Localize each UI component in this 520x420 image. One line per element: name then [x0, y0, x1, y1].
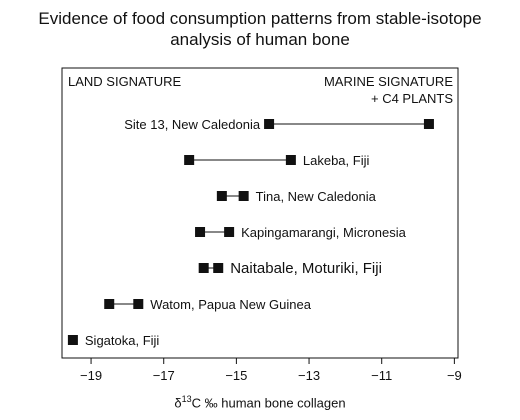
range-min-marker — [216, 191, 227, 201]
chart-title-line-1: Evidence of food consumption patterns fr… — [38, 9, 482, 28]
range-max-marker — [133, 299, 144, 309]
site-label: Kapingamarangi, Micronesia — [241, 225, 407, 240]
range-max-marker — [213, 263, 224, 273]
range-min-marker — [104, 299, 115, 309]
site-range: Site 13, New Caledonia — [124, 117, 434, 132]
c4-plants-label: + C4 PLANTS — [371, 91, 453, 106]
site-range: Kapingamarangi, Micronesia — [195, 225, 407, 240]
x-tick-label: −15 — [225, 368, 247, 383]
range-max-marker — [238, 191, 249, 201]
x-axis-label-superscript: 13 — [181, 394, 192, 404]
marine-signature-label: MARINE SIGNATURE — [324, 74, 453, 89]
x-tick-label: −13 — [298, 368, 320, 383]
site-label: Watom, Papua New Guinea — [150, 297, 311, 312]
range-min-marker — [184, 155, 195, 165]
chart-title-line-2: analysis of human bone — [170, 30, 350, 49]
site-label: Tina, New Caledonia — [256, 189, 377, 204]
site-range: Naitabale, Moturiki, Fiji — [198, 260, 382, 277]
range-max-marker — [285, 155, 296, 165]
x-axis-ticks: −19 −17 −15 −13 −11 −9 — [80, 358, 462, 383]
plot-frame — [61, 67, 459, 359]
site-range: Lakeba, Fiji — [184, 153, 369, 168]
site-ranges: Site 13, New Caledonia Lakeba, Fiji Tina, … — [67, 117, 434, 348]
chart-title: Evidence of food consumption patterns fr… — [0, 8, 520, 50]
site-range: Sigatoka, Fiji — [67, 333, 160, 348]
x-tick-label: −9 — [447, 368, 462, 383]
range-min-marker — [67, 335, 78, 345]
range-min-marker — [198, 263, 209, 273]
site-range: Tina, New Caledonia — [216, 189, 377, 204]
land-signature-label: LAND SIGNATURE — [68, 74, 181, 89]
x-axis-label-delta: δ — [174, 395, 182, 411]
site-label: Lakeba, Fiji — [303, 153, 370, 168]
site-label: Naitabale, Moturiki, Fiji — [230, 260, 382, 277]
site-label: Sigatoka, Fiji — [85, 333, 160, 348]
site-label: Site 13, New Caledonia — [124, 117, 261, 132]
range-max-marker — [423, 119, 434, 129]
x-axis-label: δ13C ‰ human bone collagen — [0, 394, 520, 410]
site-range: Watom, Papua New Guinea — [104, 297, 312, 312]
range-min-marker — [264, 119, 275, 129]
range-max-marker — [224, 227, 235, 237]
x-axis-label-text: C ‰ human bone collagen — [191, 395, 346, 411]
range-min-marker — [195, 227, 206, 237]
x-tick-label: −19 — [80, 368, 102, 383]
x-tick-label: −11 — [371, 368, 392, 383]
x-tick-label: −17 — [153, 368, 175, 383]
